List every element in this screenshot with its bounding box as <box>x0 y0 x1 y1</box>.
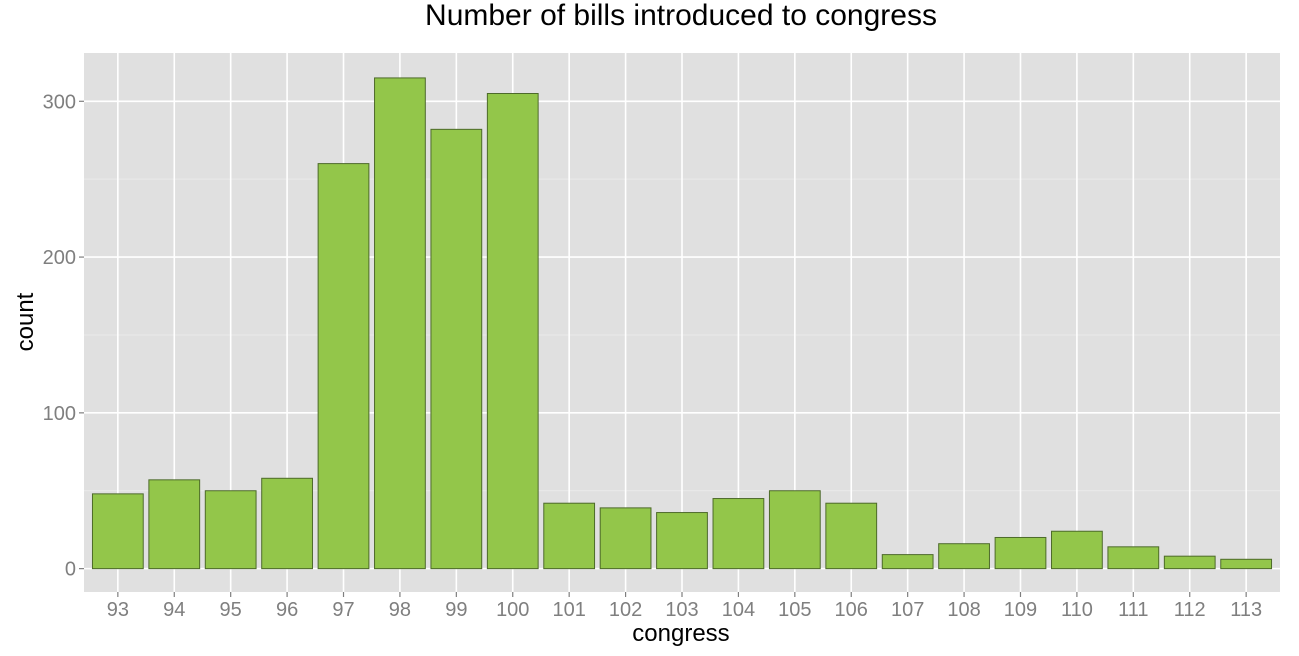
x-tick-label: 96 <box>276 599 298 621</box>
y-axis-ticks: 0 100 200 300 <box>43 91 84 581</box>
bar-105 <box>768 490 821 570</box>
x-tick-label: 102 <box>609 599 642 621</box>
x-tick-label: 110 <box>1061 599 1093 621</box>
bar-96 <box>261 477 313 570</box>
x-tick-label: 103 <box>665 599 698 621</box>
bar-98 <box>374 77 426 570</box>
y-tick-label: 200 <box>43 247 76 269</box>
x-tick-label: 111 <box>1118 599 1148 621</box>
bar-110 <box>1051 530 1103 570</box>
bar-102 <box>599 507 652 570</box>
bar-113 <box>1220 558 1273 570</box>
bars <box>91 77 1273 570</box>
x-tick-label: 94 <box>163 599 185 621</box>
x-tick-label: 93 <box>107 599 129 621</box>
y-tick-label: 300 <box>43 91 76 113</box>
x-tick-label: 100 <box>496 599 529 621</box>
y-tick-label: 0 <box>65 559 76 581</box>
x-tick-label: 97 <box>332 599 354 621</box>
y-tick-label: 100 <box>43 403 76 425</box>
y-axis-title: count <box>12 292 39 351</box>
chart-title: Number of bills introduced to congress <box>425 0 937 32</box>
x-tick-label: 107 <box>891 599 924 621</box>
bar-108 <box>938 543 990 570</box>
bar-103 <box>656 512 708 570</box>
bar-94 <box>148 479 201 570</box>
x-tick-label: 109 <box>1004 599 1037 621</box>
bar-109 <box>994 536 1047 570</box>
x-tick-label: 98 <box>389 599 411 621</box>
bar-100 <box>486 93 539 570</box>
x-tick-label: 99 <box>445 599 467 621</box>
bar-99 <box>430 128 483 570</box>
x-axis-title: congress <box>632 620 729 647</box>
bar-104 <box>712 498 765 570</box>
bar-97 <box>317 163 370 570</box>
bar-101 <box>543 502 596 570</box>
x-tick-label: 113 <box>1230 599 1262 621</box>
x-tick-label: 101 <box>552 599 585 621</box>
x-tick-label: 105 <box>778 599 811 621</box>
x-tick-label: 104 <box>722 599 755 621</box>
x-tick-label: 108 <box>947 599 980 621</box>
x-tick-label: 112 <box>1174 599 1206 621</box>
bar-107 <box>881 554 934 570</box>
bar-112 <box>1163 555 1216 570</box>
x-tick-label: 106 <box>835 599 868 621</box>
x-axis-ticks: 93 94 95 96 97 98 99 100 101 102 103 104 105 106 107 10… <box>107 592 1262 621</box>
bar-111 <box>1107 546 1160 570</box>
x-tick-label: 95 <box>220 599 242 621</box>
bar-106 <box>825 502 878 570</box>
bar-95 <box>204 490 257 570</box>
bar-93 <box>91 493 144 570</box>
